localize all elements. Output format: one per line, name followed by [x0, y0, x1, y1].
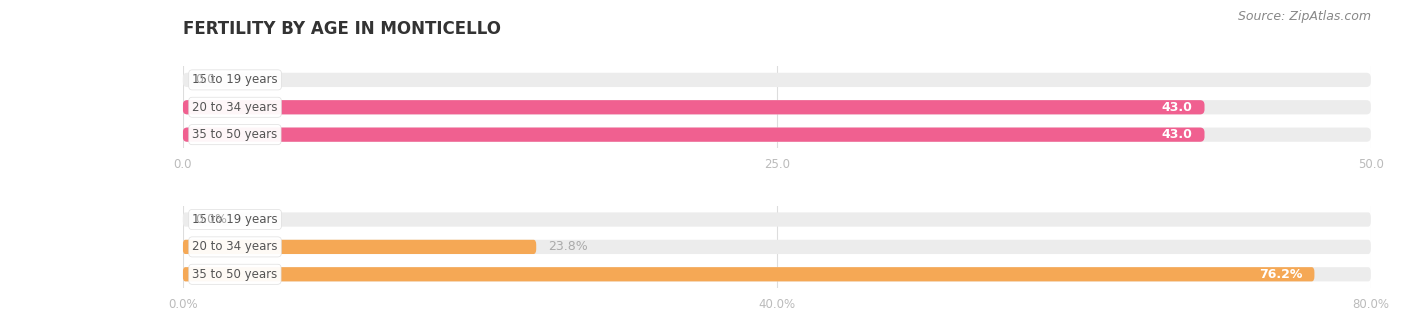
Text: 76.2%: 76.2%	[1260, 268, 1302, 281]
FancyBboxPatch shape	[183, 127, 1371, 142]
Text: 20 to 34 years: 20 to 34 years	[193, 240, 278, 254]
Text: 15 to 19 years: 15 to 19 years	[193, 73, 278, 86]
Text: 35 to 50 years: 35 to 50 years	[193, 268, 277, 281]
Text: Source: ZipAtlas.com: Source: ZipAtlas.com	[1237, 10, 1371, 23]
FancyBboxPatch shape	[183, 100, 1205, 115]
Text: 0.0: 0.0	[194, 73, 215, 86]
FancyBboxPatch shape	[183, 127, 1205, 142]
Text: 35 to 50 years: 35 to 50 years	[193, 128, 277, 141]
Text: FERTILITY BY AGE IN MONTICELLO: FERTILITY BY AGE IN MONTICELLO	[183, 20, 501, 38]
FancyBboxPatch shape	[183, 73, 1371, 87]
FancyBboxPatch shape	[183, 267, 1371, 281]
FancyBboxPatch shape	[183, 100, 1371, 115]
Text: 23.8%: 23.8%	[548, 240, 588, 254]
Text: 15 to 19 years: 15 to 19 years	[193, 213, 278, 226]
FancyBboxPatch shape	[183, 240, 536, 254]
Text: 43.0: 43.0	[1161, 128, 1192, 141]
Text: 20 to 34 years: 20 to 34 years	[193, 101, 278, 114]
FancyBboxPatch shape	[183, 240, 1371, 254]
Text: 0.0%: 0.0%	[194, 213, 226, 226]
Text: 43.0: 43.0	[1161, 101, 1192, 114]
FancyBboxPatch shape	[183, 213, 1371, 227]
FancyBboxPatch shape	[183, 267, 1315, 281]
